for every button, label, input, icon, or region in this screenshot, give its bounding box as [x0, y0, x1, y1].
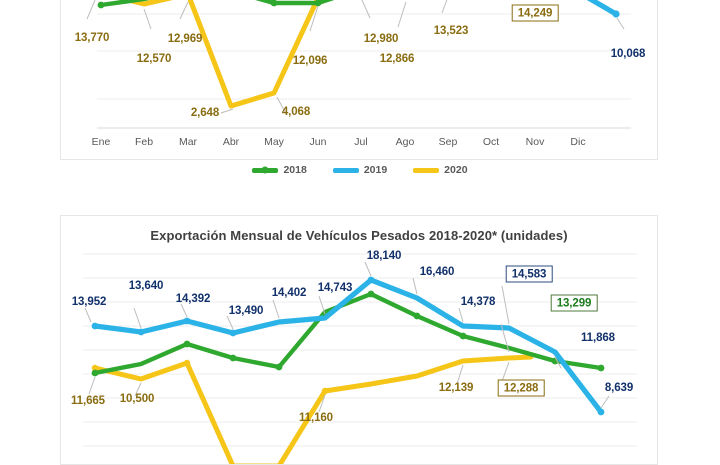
axis-label-ago: Ago: [395, 136, 415, 148]
legend-item-2019[interactable]: 2019: [332, 164, 388, 176]
data-label-b-2019-abr: 13,490: [228, 305, 264, 317]
data-label-b-2019-nov: 11,868: [581, 332, 615, 344]
legend-label-2018: 2018: [283, 164, 307, 176]
axis-label-jun: Jun: [309, 136, 327, 148]
series-line-2020-bottom: [92, 354, 534, 464]
series-marker-2019-dic-top: [612, 10, 620, 18]
data-label-b-2019-mar: 14,392: [175, 293, 211, 305]
axis-label-feb: Feb: [134, 136, 154, 148]
data-label-b-2020-oct-highlighted: 12,288: [497, 379, 545, 397]
legend-label-2019: 2019: [363, 164, 388, 176]
axis-label-ene: Ene: [91, 136, 111, 148]
axis-label-sep: Sep: [438, 136, 458, 148]
axis-label-oct: Oct: [482, 136, 500, 148]
data-label-2019-dic: 10,068: [610, 48, 646, 60]
axis-label-jul: Jul: [354, 136, 368, 148]
series-line-2019-top: [586, 0, 619, 17]
data-label-2020-ene: 13,770: [74, 32, 110, 44]
legend-swatch-2020-icon: [413, 167, 440, 173]
leader-lines-bottom: [84, 261, 610, 413]
data-label-b-2019-oct-highlighted: 14,583: [505, 265, 553, 283]
data-label-2020-feb: 12,570: [136, 53, 172, 65]
data-label-2020-abr: 2,648: [190, 107, 220, 119]
data-label-b-2019-dic: 8,639: [604, 382, 634, 394]
data-label-b-2019-may: 14,402: [271, 287, 307, 299]
chart-panel-bottom: Exportación Mensual de Vehículos Pesados…: [60, 215, 658, 465]
data-label-b-2019-jul: 18,140: [366, 250, 402, 262]
data-label-b-2019-sep: 14,378: [460, 296, 496, 308]
top-chart-legend: 2018 2019 2020: [0, 164, 720, 176]
legend-swatch-2018-icon: [252, 166, 279, 174]
legend-swatch-2019-icon: [332, 167, 359, 173]
data-label-2020-sep: 13,523: [433, 25, 469, 37]
leader-lines-top: [86, 0, 625, 114]
data-label-2020-mar: 12,969: [167, 33, 203, 45]
series-markers-2018-top: [97, 0, 322, 9]
series-markers-2018-bottom: [91, 290, 605, 377]
legend-item-2020[interactable]: 2020: [413, 164, 468, 176]
series-line-2019-bottom: [92, 277, 604, 415]
data-label-b-2019-jun: 14,743: [317, 282, 353, 294]
legend-item-2018[interactable]: 2018: [252, 164, 307, 176]
axis-label-nov: Nov: [525, 136, 545, 148]
axis-label-dic: Dic: [570, 136, 586, 148]
data-label-b-2020-feb: 10,500: [119, 393, 155, 405]
data-label-b-2019-ago: 16,460: [419, 266, 455, 278]
bottom-chart-svg: [83, 253, 637, 464]
axis-label-may: May: [264, 136, 284, 148]
data-label-2020-jul: 12,980: [363, 33, 399, 45]
series-line-2018-bottom: [92, 291, 604, 376]
data-label-b-2018-oct-highlighted: 13,299: [550, 294, 598, 312]
data-label-b-2019-ene: 13,952: [71, 296, 107, 308]
series-markers-2020-bottom: [91, 359, 329, 395]
data-label-2020-jun: 12,096: [292, 55, 328, 67]
data-label-b-2019-feb: 13,640: [128, 280, 164, 292]
data-label-b-2020-jun: 11,160: [299, 412, 333, 424]
gridlines-top: [97, 13, 631, 129]
top-chart-plot: [61, 0, 657, 159]
data-label-2020-oct-highlighted: 14,249: [511, 4, 559, 22]
data-label-2020-ago: 12,866: [379, 53, 415, 65]
axis-label-abr: Abr: [222, 136, 240, 148]
chart-panel-top: 13,770 12,570 12,969 2,648 4,068 12,096 …: [60, 0, 658, 160]
axis-label-mar: Mar: [178, 136, 198, 148]
data-label-2020-may: 4,068: [281, 106, 311, 118]
bottom-chart-title: Exportación Mensual de Vehículos Pesados…: [150, 228, 568, 243]
data-label-b-2020-ene: 11,665: [71, 395, 105, 407]
data-label-b-2020-sep: 12,139: [438, 382, 474, 394]
top-chart-svg: [86, 0, 631, 129]
legend-label-2020: 2020: [444, 164, 468, 176]
bottom-chart-plot: [61, 216, 657, 464]
